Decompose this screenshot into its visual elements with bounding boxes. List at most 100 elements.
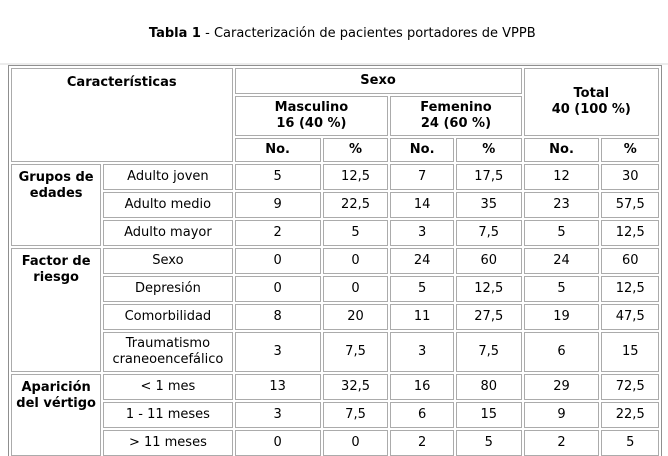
characteristics-table: Características Sexo Total 40 (100 %) Ma… bbox=[8, 65, 662, 456]
value-cell: 0 bbox=[322, 248, 389, 274]
value-cell: 12,5 bbox=[601, 220, 659, 246]
value-cell: 13 bbox=[234, 374, 321, 400]
header-total: Total 40 (100 %) bbox=[523, 68, 659, 136]
header-total-count: 40 (100 %) bbox=[551, 102, 631, 117]
value-cell: 5 bbox=[234, 164, 321, 190]
header-femenino-count: 24 (60 %) bbox=[420, 116, 492, 131]
value-cell: 5 bbox=[523, 276, 600, 302]
row-label: < 1 mes bbox=[103, 374, 233, 400]
value-cell: 12,5 bbox=[601, 276, 659, 302]
table-row: Adulto medio 9 22,5 14 35 23 57,5 bbox=[11, 192, 659, 218]
table-row: Depresión 0 0 5 12,5 5 12,5 bbox=[11, 276, 659, 302]
header-femenino-label: Femenino bbox=[420, 100, 492, 115]
value-cell: 3 bbox=[390, 332, 454, 372]
value-cell: 7,5 bbox=[455, 332, 522, 372]
table-row: 1 - 11 meses 3 7,5 6 15 9 22,5 bbox=[11, 402, 659, 428]
value-cell: 22,5 bbox=[601, 402, 659, 428]
header-row-1: Características Sexo Total 40 (100 %) bbox=[11, 68, 659, 162]
table-row: > 11 meses 0 0 2 5 2 5 bbox=[11, 430, 659, 456]
table-title-number: Tabla 1 bbox=[148, 26, 201, 41]
value-cell: 14 bbox=[390, 192, 454, 218]
header-no-total: No. bbox=[523, 138, 600, 162]
value-cell: 7 bbox=[390, 164, 454, 190]
value-cell: 80 bbox=[455, 374, 522, 400]
value-cell: 11 bbox=[390, 304, 454, 330]
header-femenino: Femenino 24 (60 %) bbox=[390, 96, 522, 136]
table-row: Factor de riesgo Sexo 0 0 24 60 24 60 bbox=[11, 248, 659, 372]
table-body: Grupos de edades Adulto joven 5 12,5 7 17,5 12… bbox=[11, 164, 659, 456]
row-label: Adulto medio bbox=[103, 192, 233, 218]
value-cell: 47,5 bbox=[601, 304, 659, 330]
row-label: Comorbilidad bbox=[103, 304, 233, 330]
value-cell: 0 bbox=[322, 276, 389, 302]
header-row-3: No. % No. % No. % bbox=[11, 138, 659, 162]
value-cell: 12,5 bbox=[322, 164, 389, 190]
value-cell: 0 bbox=[322, 430, 389, 456]
table-container: Características Sexo Total 40 (100 %) Ma… bbox=[8, 65, 668, 456]
header-masculino-label: Masculino bbox=[274, 100, 349, 115]
value-cell: 29 bbox=[523, 374, 600, 400]
row-label: Sexo bbox=[103, 248, 233, 274]
group-label: Aparición del vértigo bbox=[11, 374, 102, 456]
header-caracteristicas: Características bbox=[11, 68, 233, 162]
value-cell: 19 bbox=[523, 304, 600, 330]
value-cell: 7,5 bbox=[455, 220, 522, 246]
header-masculino-count: 16 (40 %) bbox=[276, 116, 347, 131]
value-cell: 30 bbox=[601, 164, 659, 190]
value-cell: 60 bbox=[601, 248, 659, 274]
row-label: 1 - 11 meses bbox=[103, 402, 233, 428]
value-cell: 5 bbox=[455, 430, 522, 456]
row-label: > 11 meses bbox=[103, 430, 233, 456]
value-cell: 22,5 bbox=[322, 192, 389, 218]
value-cell: 2 bbox=[523, 430, 600, 456]
value-cell: 3 bbox=[390, 220, 454, 246]
value-cell: 72,5 bbox=[601, 374, 659, 400]
table-title: Tabla 1 - Caracterización de pacientes p… bbox=[0, 0, 668, 59]
value-cell: 12 bbox=[523, 164, 600, 190]
value-cell: 7,5 bbox=[322, 332, 389, 372]
group-label: Grupos de edades bbox=[11, 164, 102, 246]
value-cell: 23 bbox=[523, 192, 600, 218]
row-label: Traumatismo craneoencefálico bbox=[103, 332, 233, 372]
value-cell: 17,5 bbox=[455, 164, 522, 190]
value-cell: 32,5 bbox=[322, 374, 389, 400]
header-no-masculino: No. bbox=[234, 138, 321, 162]
group-label: Factor de riesgo bbox=[11, 248, 102, 372]
table-row: Grupos de edades Adulto joven 5 12,5 7 17,5 12… bbox=[11, 164, 659, 246]
value-cell: 0 bbox=[234, 430, 321, 456]
header-total-label: Total bbox=[573, 86, 610, 101]
value-cell: 9 bbox=[523, 402, 600, 428]
header-masculino: Masculino 16 (40 %) bbox=[234, 96, 389, 136]
row-label: Depresión bbox=[103, 276, 233, 302]
header-row-2: Masculino 16 (40 %) Femenino 24 (60 %) bbox=[11, 96, 659, 136]
value-cell: 6 bbox=[523, 332, 600, 372]
value-cell: 27,5 bbox=[455, 304, 522, 330]
value-cell: 16 bbox=[390, 374, 454, 400]
value-cell: 9 bbox=[234, 192, 321, 218]
table-title-text: - Caracterización de pacientes portadore… bbox=[200, 26, 536, 41]
value-cell: 12,5 bbox=[455, 276, 522, 302]
table-row: Aparición del vértigo < 1 mes 13 32,5 16 80 29… bbox=[11, 374, 659, 456]
value-cell: 15 bbox=[601, 332, 659, 372]
header-no-femenino: No. bbox=[390, 138, 454, 162]
value-cell: 8 bbox=[234, 304, 321, 330]
value-cell: 0 bbox=[234, 276, 321, 302]
row-label: Adulto joven bbox=[103, 164, 233, 190]
header-sexo: Sexo bbox=[234, 68, 522, 94]
value-cell: 5 bbox=[601, 430, 659, 456]
divider-line bbox=[0, 63, 668, 65]
value-cell: 3 bbox=[234, 332, 321, 372]
value-cell: 2 bbox=[390, 430, 454, 456]
value-cell: 0 bbox=[234, 248, 321, 274]
row-label: Adulto mayor bbox=[103, 220, 233, 246]
value-cell: 7,5 bbox=[322, 402, 389, 428]
value-cell: 24 bbox=[523, 248, 600, 274]
table-row: Traumatismo craneoencefálico 3 7,5 3 7,5 6 15 bbox=[11, 332, 659, 372]
value-cell: 5 bbox=[390, 276, 454, 302]
header-pct-total: % bbox=[601, 138, 659, 162]
value-cell: 2 bbox=[234, 220, 321, 246]
value-cell: 5 bbox=[523, 220, 600, 246]
value-cell: 60 bbox=[455, 248, 522, 274]
header-pct-femenino: % bbox=[455, 138, 522, 162]
